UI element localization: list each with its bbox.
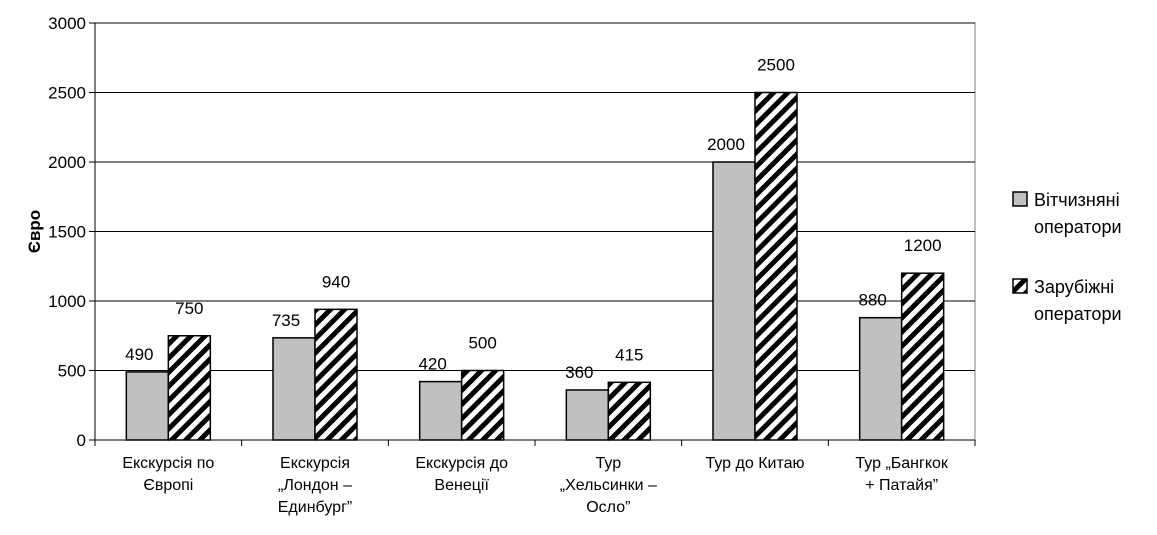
legend-label-line: оператори (1034, 304, 1122, 324)
x-tick-label-line: „Хельсинки – (560, 477, 657, 494)
data-label: 1200 (904, 236, 942, 255)
y-axis-title: Євро (25, 210, 44, 253)
gridlines (94, 22, 976, 441)
y-tick-label: 1500 (48, 223, 86, 242)
x-tick-label: Екскурсія до Венеції (415, 455, 508, 494)
data-label: 2500 (757, 56, 795, 75)
x-tick-label-line: Тур (596, 455, 622, 472)
y-tick-label: 2000 (48, 153, 86, 172)
x-tick-label: Екскурсія „Лондон – Единбург” (278, 455, 352, 516)
data-label: 880 (858, 291, 886, 310)
x-tick-label-line: Осло” (586, 499, 630, 516)
bar-foreign (754, 91, 798, 441)
bar-domestic (565, 389, 610, 441)
bar-domestic (712, 161, 756, 441)
data-label: 415 (615, 345, 643, 364)
data-label: 500 (468, 334, 496, 353)
data-label: 750 (175, 299, 203, 318)
x-tick-label-line: Тур „Бангкок (855, 455, 949, 472)
x-tick-label: Тур „Хельсинки – Осло” (560, 455, 657, 516)
bar-foreign (314, 308, 358, 441)
data-label: 2000 (707, 135, 745, 154)
data-label: 360 (565, 363, 593, 382)
legend-swatch-foreign (1012, 278, 1028, 294)
x-tick-label-line: Екскурсія по (122, 455, 214, 472)
data-label: 940 (322, 272, 350, 291)
bar-foreign (460, 369, 505, 441)
bar-domestic (418, 380, 463, 441)
bar-domestic (858, 316, 903, 441)
y-tick-label: 0 (77, 431, 86, 450)
bar-domestic (125, 371, 170, 441)
x-tick-label-line: „Лондон – (278, 477, 352, 494)
bar-foreign (607, 381, 652, 441)
x-tick-label-line: Екскурсія (280, 455, 350, 472)
data-label: 420 (418, 355, 446, 374)
x-tick-label: Тур „Бангкок + Патайя” (855, 455, 949, 494)
data-label: 735 (272, 311, 300, 330)
bar-domestic (272, 337, 316, 441)
bar-foreign (900, 272, 945, 441)
data-label: 490 (125, 345, 153, 364)
x-tick-label-line: Единбург” (278, 499, 352, 516)
x-tick-label-line: Тур до Китаю (705, 455, 804, 472)
bars (125, 91, 945, 441)
legend-label-foreign: Зарубіжні оператори (1034, 277, 1122, 324)
x-tick-label: Екскурсія по Європі (122, 455, 214, 494)
legend: Вітчизняні оператори Зарубіжні оператори (1012, 190, 1122, 324)
x-tick-label: Тур до Китаю (705, 455, 804, 472)
labels: 0 500 1000 1500 2000 2500 3000 Євро 490 750 Екскур… (25, 14, 949, 516)
legend-swatch-domestic (1012, 191, 1028, 207)
y-tick-label: 1000 (48, 292, 86, 311)
legend-label-line: Вітчизняні (1034, 190, 1120, 210)
x-tick-label-line: Європі (143, 477, 193, 494)
legend-label-line: Зарубіжні (1034, 277, 1114, 297)
y-tick-label: 3000 (48, 14, 86, 33)
legend-label-line: оператори (1034, 217, 1122, 237)
y-tick-label: 500 (58, 362, 86, 381)
x-tick-label-line: + Патайя” (865, 477, 938, 494)
axes (89, 22, 976, 446)
x-tick-label-line: Екскурсія до (415, 455, 508, 472)
legend-label-domestic: Вітчизняні оператори (1034, 190, 1122, 237)
x-tick-label-line: Венеції (434, 477, 489, 494)
bar-foreign (167, 335, 212, 441)
y-tick-label: 2500 (48, 84, 86, 103)
